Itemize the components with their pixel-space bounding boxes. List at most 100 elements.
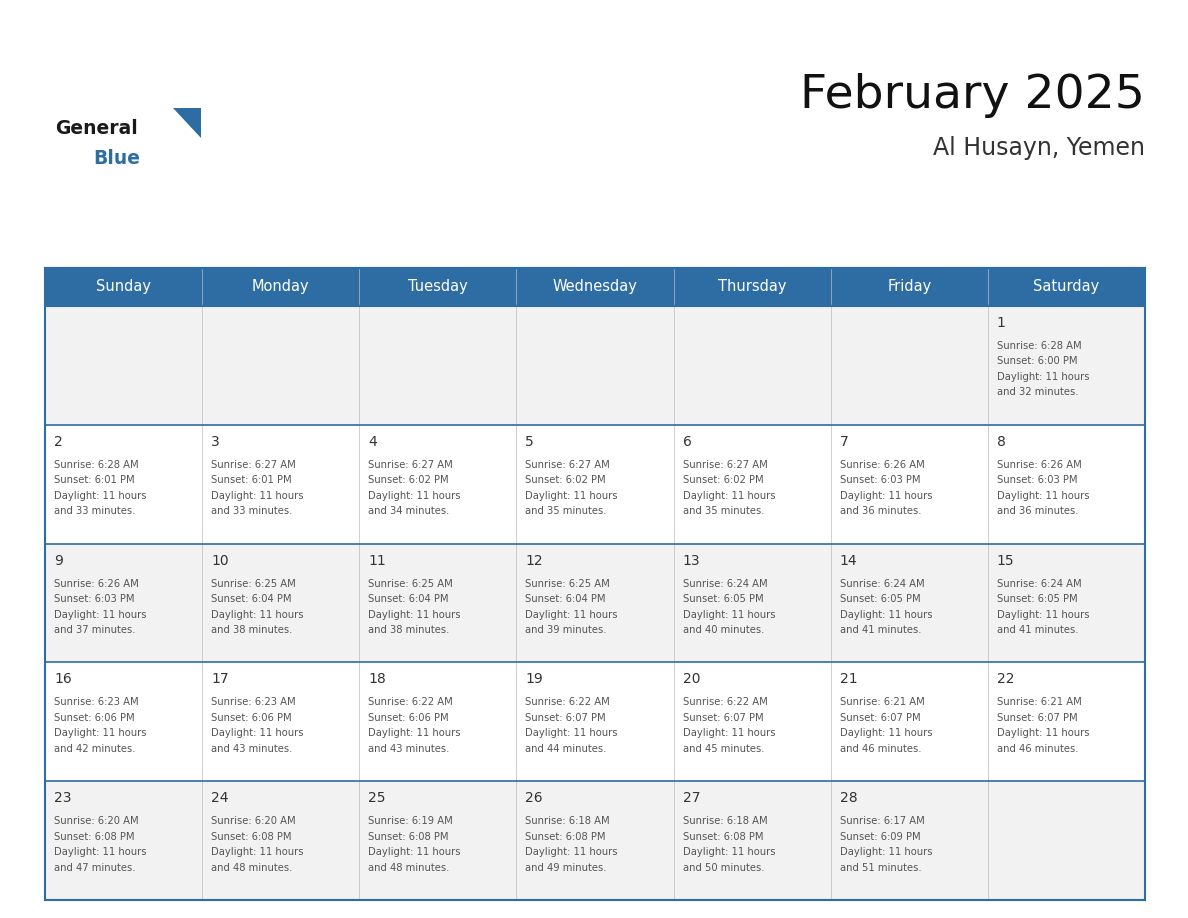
- Text: and 41 minutes.: and 41 minutes.: [840, 625, 921, 635]
- Text: Sunrise: 6:26 AM: Sunrise: 6:26 AM: [840, 460, 924, 470]
- Text: and 33 minutes.: and 33 minutes.: [53, 507, 135, 516]
- Text: Sunrise: 6:19 AM: Sunrise: 6:19 AM: [368, 816, 453, 826]
- Text: Al Husayn, Yemen: Al Husayn, Yemen: [933, 136, 1145, 160]
- Text: Sunset: 6:08 PM: Sunset: 6:08 PM: [368, 832, 449, 842]
- Text: and 44 minutes.: and 44 minutes.: [525, 744, 607, 754]
- Text: Sunset: 6:02 PM: Sunset: 6:02 PM: [525, 476, 606, 486]
- Bar: [830, 268, 988, 306]
- Text: Daylight: 11 hours: Daylight: 11 hours: [525, 491, 618, 501]
- Bar: [359, 268, 517, 306]
- Text: Sunset: 6:04 PM: Sunset: 6:04 PM: [525, 594, 606, 604]
- Text: and 37 minutes.: and 37 minutes.: [53, 625, 135, 635]
- Bar: [45, 306, 1145, 425]
- Text: Daylight: 11 hours: Daylight: 11 hours: [525, 610, 618, 620]
- Text: 26: 26: [525, 791, 543, 805]
- Text: Sunrise: 6:22 AM: Sunrise: 6:22 AM: [683, 698, 767, 708]
- Text: Sunrise: 6:26 AM: Sunrise: 6:26 AM: [53, 578, 139, 588]
- Text: Sunset: 6:07 PM: Sunset: 6:07 PM: [997, 713, 1078, 722]
- Text: and 40 minutes.: and 40 minutes.: [683, 625, 764, 635]
- Text: Sunrise: 6:26 AM: Sunrise: 6:26 AM: [997, 460, 1081, 470]
- Text: 28: 28: [840, 791, 858, 805]
- Text: and 50 minutes.: and 50 minutes.: [683, 863, 764, 873]
- Text: and 42 minutes.: and 42 minutes.: [53, 744, 135, 754]
- Bar: [45, 543, 1145, 663]
- Text: 19: 19: [525, 672, 543, 687]
- Text: Daylight: 11 hours: Daylight: 11 hours: [525, 728, 618, 738]
- Text: Daylight: 11 hours: Daylight: 11 hours: [211, 847, 304, 857]
- Text: Sunrise: 6:20 AM: Sunrise: 6:20 AM: [211, 816, 296, 826]
- Text: 11: 11: [368, 554, 386, 567]
- Text: Sunrise: 6:27 AM: Sunrise: 6:27 AM: [525, 460, 611, 470]
- Bar: [45, 425, 1145, 543]
- Text: Daylight: 11 hours: Daylight: 11 hours: [211, 610, 304, 620]
- Text: Daylight: 11 hours: Daylight: 11 hours: [997, 610, 1089, 620]
- Text: Sunset: 6:06 PM: Sunset: 6:06 PM: [211, 713, 292, 722]
- Text: and 41 minutes.: and 41 minutes.: [997, 625, 1079, 635]
- Text: 15: 15: [997, 554, 1015, 567]
- Text: Daylight: 11 hours: Daylight: 11 hours: [211, 728, 304, 738]
- Text: 4: 4: [368, 435, 377, 449]
- Text: 6: 6: [683, 435, 691, 449]
- Text: and 32 minutes.: and 32 minutes.: [997, 387, 1079, 397]
- Text: Sunrise: 6:18 AM: Sunrise: 6:18 AM: [525, 816, 611, 826]
- Text: Sunrise: 6:22 AM: Sunrise: 6:22 AM: [525, 698, 611, 708]
- Text: 8: 8: [997, 435, 1006, 449]
- Text: 18: 18: [368, 672, 386, 687]
- Text: and 46 minutes.: and 46 minutes.: [840, 744, 921, 754]
- Text: Daylight: 11 hours: Daylight: 11 hours: [840, 491, 933, 501]
- Text: February 2025: February 2025: [801, 73, 1145, 118]
- Text: 27: 27: [683, 791, 700, 805]
- Text: Sunset: 6:02 PM: Sunset: 6:02 PM: [683, 476, 763, 486]
- Text: Sunset: 6:01 PM: Sunset: 6:01 PM: [53, 476, 134, 486]
- Text: Daylight: 11 hours: Daylight: 11 hours: [997, 491, 1089, 501]
- Text: Daylight: 11 hours: Daylight: 11 hours: [683, 728, 775, 738]
- Text: and 43 minutes.: and 43 minutes.: [211, 744, 292, 754]
- Text: Daylight: 11 hours: Daylight: 11 hours: [840, 847, 933, 857]
- Text: Sunset: 6:04 PM: Sunset: 6:04 PM: [368, 594, 449, 604]
- Text: Daylight: 11 hours: Daylight: 11 hours: [368, 728, 461, 738]
- Text: Daylight: 11 hours: Daylight: 11 hours: [53, 610, 146, 620]
- Text: Sunrise: 6:18 AM: Sunrise: 6:18 AM: [683, 816, 767, 826]
- Polygon shape: [173, 108, 201, 138]
- Text: and 34 minutes.: and 34 minutes.: [368, 507, 450, 516]
- Text: and 36 minutes.: and 36 minutes.: [997, 507, 1079, 516]
- Bar: [45, 663, 1145, 781]
- Text: Sunrise: 6:28 AM: Sunrise: 6:28 AM: [53, 460, 139, 470]
- Text: Sunset: 6:07 PM: Sunset: 6:07 PM: [683, 713, 763, 722]
- Text: and 35 minutes.: and 35 minutes.: [683, 507, 764, 516]
- Text: and 49 minutes.: and 49 minutes.: [525, 863, 607, 873]
- Text: Blue: Blue: [93, 149, 140, 168]
- Text: Sunrise: 6:21 AM: Sunrise: 6:21 AM: [840, 698, 924, 708]
- Text: Daylight: 11 hours: Daylight: 11 hours: [53, 847, 146, 857]
- Text: and 48 minutes.: and 48 minutes.: [211, 863, 292, 873]
- Text: and 43 minutes.: and 43 minutes.: [368, 744, 450, 754]
- Text: and 33 minutes.: and 33 minutes.: [211, 507, 292, 516]
- Text: Sunrise: 6:20 AM: Sunrise: 6:20 AM: [53, 816, 139, 826]
- Text: Sunset: 6:01 PM: Sunset: 6:01 PM: [211, 476, 292, 486]
- Text: 25: 25: [368, 791, 386, 805]
- Text: Friday: Friday: [887, 279, 931, 295]
- Text: 7: 7: [840, 435, 848, 449]
- Text: Sunrise: 6:25 AM: Sunrise: 6:25 AM: [211, 578, 296, 588]
- Text: and 38 minutes.: and 38 minutes.: [211, 625, 292, 635]
- Text: Sunset: 6:06 PM: Sunset: 6:06 PM: [53, 713, 134, 722]
- Text: Thursday: Thursday: [718, 279, 786, 295]
- Text: Sunset: 6:05 PM: Sunset: 6:05 PM: [840, 594, 921, 604]
- Text: 13: 13: [683, 554, 700, 567]
- Text: Sunset: 6:06 PM: Sunset: 6:06 PM: [368, 713, 449, 722]
- Text: Sunrise: 6:25 AM: Sunrise: 6:25 AM: [368, 578, 453, 588]
- Bar: [45, 268, 202, 306]
- Text: 20: 20: [683, 672, 700, 687]
- Text: Daylight: 11 hours: Daylight: 11 hours: [368, 491, 461, 501]
- Text: and 45 minutes.: and 45 minutes.: [683, 744, 764, 754]
- Text: General: General: [55, 119, 138, 138]
- Bar: [45, 268, 1145, 900]
- Text: 24: 24: [211, 791, 228, 805]
- Text: Sunday: Sunday: [96, 279, 151, 295]
- Text: 16: 16: [53, 672, 71, 687]
- Text: Tuesday: Tuesday: [407, 279, 468, 295]
- Text: and 35 minutes.: and 35 minutes.: [525, 507, 607, 516]
- Text: Daylight: 11 hours: Daylight: 11 hours: [525, 847, 618, 857]
- Text: and 47 minutes.: and 47 minutes.: [53, 863, 135, 873]
- Text: Sunrise: 6:23 AM: Sunrise: 6:23 AM: [211, 698, 296, 708]
